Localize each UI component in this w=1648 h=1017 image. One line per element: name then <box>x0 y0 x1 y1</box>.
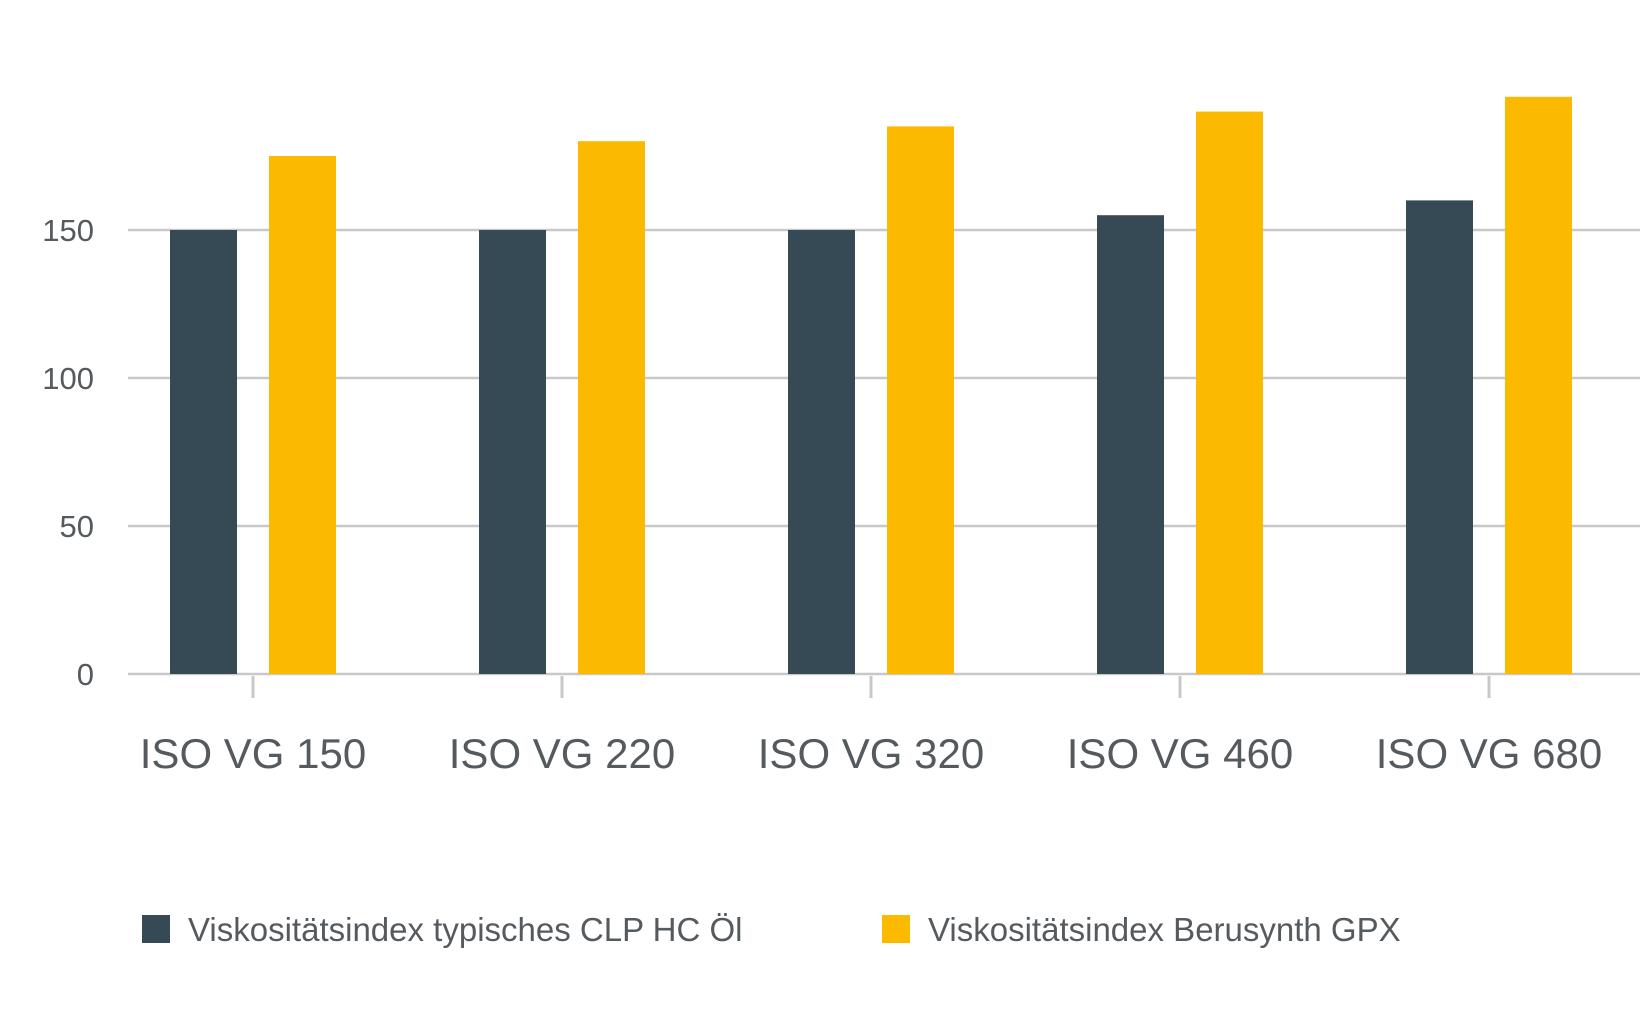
bar-berusynth-gpx-4 <box>1196 111 1263 675</box>
y-tick-label: 0 <box>77 657 94 692</box>
x-category-label: ISO VG 220 <box>449 730 675 777</box>
bar-clp-hc-3 <box>788 230 855 674</box>
legend-swatch <box>142 915 170 943</box>
x-category-label: ISO VG 150 <box>140 730 366 777</box>
legend-swatch <box>882 915 910 943</box>
bar-clp-hc-4 <box>1097 215 1164 674</box>
bar-berusynth-gpx-5 <box>1505 96 1572 675</box>
legend-label: Viskositätsindex Berusynth GPX <box>928 911 1401 948</box>
x-axis: ISO VG 150 ISO VG 220 ISO VG 320 ISO VG 460… <box>140 676 1602 777</box>
y-axis-ticks: 0 50 100 150 <box>42 213 94 692</box>
y-tick-label: 150 <box>42 213 94 248</box>
legend: Viskositätsindex typisches CLP HC Öl Visk… <box>142 911 1401 948</box>
bar-clp-hc-1 <box>170 230 237 674</box>
bar-clp-hc-5 <box>1406 200 1473 674</box>
legend-label: Viskositätsindex typisches CLP HC Öl <box>188 911 743 948</box>
bar-berusynth-gpx-2 <box>578 141 645 674</box>
bars <box>170 96 1572 675</box>
x-category-label: ISO VG 320 <box>758 730 984 777</box>
y-tick-label: 100 <box>42 361 94 396</box>
bar-berusynth-gpx-3 <box>887 126 954 674</box>
grid-lines <box>128 228 1640 676</box>
bar-berusynth-gpx-1 <box>269 156 336 674</box>
x-category-label: ISO VG 460 <box>1067 730 1293 777</box>
y-tick-label: 50 <box>60 509 94 544</box>
x-category-label: ISO VG 680 <box>1376 730 1602 777</box>
bar-clp-hc-2 <box>479 230 546 674</box>
